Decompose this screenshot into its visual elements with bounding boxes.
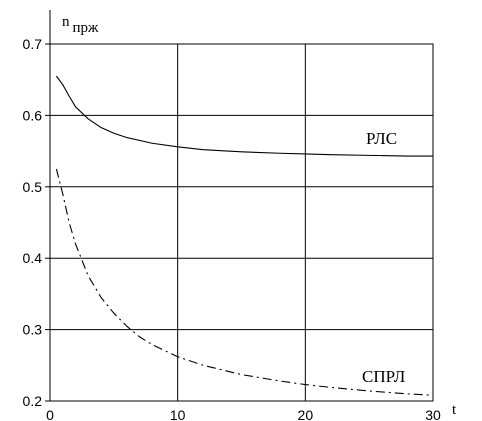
y-axis-label: n прж bbox=[62, 14, 99, 36]
y-tick-label: 0.7 bbox=[23, 36, 43, 52]
y-tick-label: 0.5 bbox=[23, 179, 43, 195]
series-label-rls: РЛС bbox=[366, 129, 397, 148]
y-axis-label-subscript: прж bbox=[73, 20, 100, 36]
grid bbox=[45, 10, 434, 402]
y-tick-label: 0.4 bbox=[23, 250, 43, 266]
x-tick-label: 30 bbox=[425, 407, 441, 421]
x-tick-label: 0 bbox=[46, 407, 54, 421]
y-tick-label: 0.3 bbox=[23, 322, 43, 338]
y-tick-label: 0.6 bbox=[23, 107, 43, 123]
y-tick-label: 0.2 bbox=[23, 393, 43, 409]
tick-labels: 0.2 0.3 0.4 0.5 0.6 0.7 0 10 20 30 bbox=[23, 36, 441, 421]
plot-frame bbox=[49, 43, 434, 402]
y-axis-label-main: n bbox=[62, 14, 70, 30]
series-line-rls bbox=[55, 75, 433, 157]
x-axis-label: t bbox=[452, 402, 457, 418]
series-line-sprl bbox=[55, 168, 434, 396]
series-label-sprl: СПРЛ bbox=[362, 367, 406, 386]
series-layer bbox=[55, 75, 434, 396]
x-tick-label: 20 bbox=[298, 407, 314, 421]
x-tick-label: 10 bbox=[170, 407, 186, 421]
